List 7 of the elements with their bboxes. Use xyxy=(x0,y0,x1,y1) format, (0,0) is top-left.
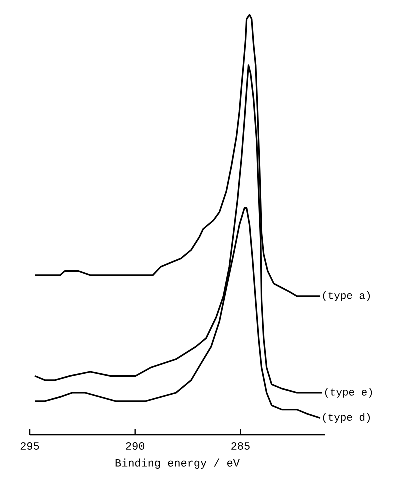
x-tick-label: 285 xyxy=(232,442,250,450)
series-label: (type d) xyxy=(323,413,370,424)
x-tick-label: 295 xyxy=(20,442,40,450)
series-label: (type e) xyxy=(325,388,372,398)
series-label: (type a) xyxy=(323,292,370,302)
x-tick-label: 290 xyxy=(126,442,145,450)
x-axis-title: Binding energy / eV xyxy=(116,458,240,470)
